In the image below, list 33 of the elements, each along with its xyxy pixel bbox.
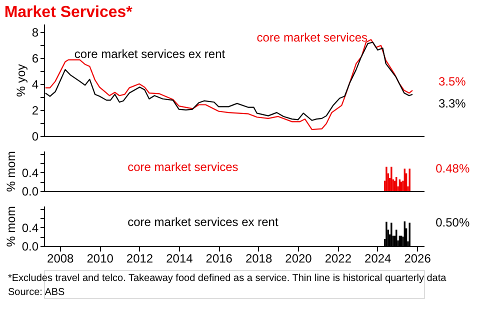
x-tick-label: 2026 xyxy=(404,252,432,266)
y-tick-label: 2 xyxy=(32,103,39,118)
text: 0.48% xyxy=(436,162,470,176)
y-tick-label: 8 xyxy=(32,25,39,40)
y-tick-label: 6 xyxy=(32,51,39,66)
x-tick-label: 2024 xyxy=(364,252,392,266)
y-tick-label: 0.0 xyxy=(22,184,39,198)
y-tick-label: 0.0 xyxy=(22,240,39,254)
y-tick-label: 0 xyxy=(32,130,39,144)
x-tick-label: 2022 xyxy=(324,252,352,266)
chart-title: Market Services* xyxy=(4,4,134,21)
text: core market services ex rent xyxy=(128,215,279,229)
text: 0.50% xyxy=(436,216,470,230)
y-tick-label: 0.4 xyxy=(22,166,39,180)
x-tick-label: 2020 xyxy=(285,252,312,266)
source-note: Source: ABS xyxy=(8,287,66,298)
y-axis-title: % yoy xyxy=(14,64,28,97)
x-tick-label: 2018 xyxy=(245,252,272,266)
text: 3.5% xyxy=(438,74,466,88)
x-tick-label: 2014 xyxy=(166,252,194,266)
x-tick-label: 2008 xyxy=(47,252,74,266)
x-tick-label: 2010 xyxy=(86,252,114,266)
y-axis-title: % mom xyxy=(4,206,18,247)
text: core market services xyxy=(128,160,238,174)
text: 3.3% xyxy=(438,96,466,110)
text: *Excludes travel and telco. Takeaway food defined as a service. Thin line is historical quarterly data xyxy=(8,273,447,284)
y-tick-label: 4 xyxy=(32,77,39,92)
series-label: core market services xyxy=(256,30,368,44)
y-axis-title: % mom xyxy=(4,151,18,192)
y-tick-label: 0.4 xyxy=(22,220,39,235)
series-label: core market services ex rent xyxy=(74,47,226,62)
x-tick-label: 2016 xyxy=(206,252,233,266)
x-tick-label: 2012 xyxy=(126,252,154,266)
